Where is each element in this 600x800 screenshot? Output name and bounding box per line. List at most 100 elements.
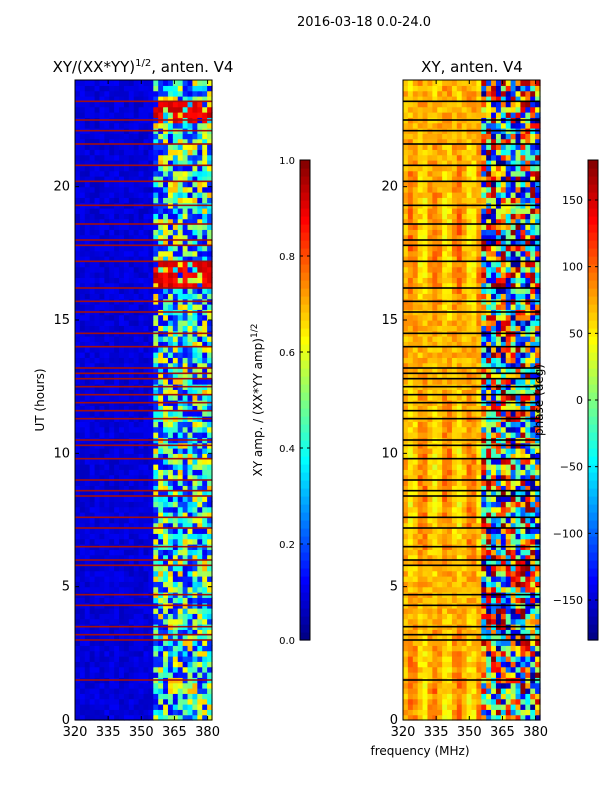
heatmap-cell bbox=[123, 688, 130, 694]
heatmap-cell bbox=[167, 320, 174, 326]
heatmap-cell bbox=[119, 213, 125, 220]
heatmap-cell bbox=[79, 224, 86, 230]
heatmap-cell bbox=[427, 522, 433, 529]
heatmap-cell bbox=[427, 448, 433, 454]
heatmap-cell bbox=[148, 565, 154, 572]
heatmap-cell bbox=[461, 538, 468, 545]
heatmap-cell bbox=[505, 608, 512, 614]
heatmap-cell bbox=[148, 448, 154, 454]
heatmap-cell bbox=[447, 565, 453, 572]
heatmap-cell bbox=[187, 528, 194, 534]
heatmap-cell bbox=[505, 618, 512, 625]
heatmap-cell bbox=[187, 645, 194, 652]
heatmap-cell bbox=[437, 570, 443, 577]
heatmap-cell bbox=[202, 106, 208, 113]
heatmap-cell bbox=[505, 672, 512, 678]
heatmap-cell bbox=[505, 656, 512, 662]
heatmap-cell bbox=[143, 485, 149, 492]
heatmap-cell bbox=[114, 469, 120, 476]
heatmap-cell bbox=[412, 528, 419, 534]
heatmap-cell bbox=[94, 597, 101, 604]
heatmap-cell bbox=[495, 533, 502, 540]
heatmap-cell bbox=[515, 522, 522, 529]
heatmap-cell bbox=[163, 208, 169, 214]
heatmap-cell bbox=[123, 469, 130, 476]
heatmap-cell bbox=[172, 570, 179, 577]
heatmap-cell bbox=[104, 186, 110, 193]
heatmap-cell bbox=[491, 698, 497, 705]
heatmap-cell bbox=[481, 533, 487, 540]
heatmap-cell bbox=[109, 234, 115, 241]
heatmap-cell bbox=[403, 517, 409, 524]
heatmap-cell bbox=[153, 656, 159, 662]
heatmap-cell bbox=[187, 421, 194, 428]
heatmap-cell bbox=[109, 576, 115, 582]
heatmap-cell bbox=[172, 288, 179, 294]
heatmap-cell bbox=[167, 186, 174, 193]
heatmap-cell bbox=[451, 645, 458, 652]
heatmap-cell bbox=[153, 672, 159, 678]
heatmap-cell bbox=[109, 341, 115, 348]
heatmap-cell bbox=[99, 245, 105, 252]
heatmap-cell bbox=[417, 714, 424, 721]
heatmap-cell bbox=[525, 549, 531, 556]
heatmap-cell bbox=[158, 608, 164, 614]
heatmap-cell bbox=[510, 528, 517, 534]
heatmap-cell bbox=[447, 490, 453, 497]
heatmap-cell bbox=[153, 522, 159, 529]
heatmap-cell bbox=[172, 421, 179, 428]
heatmap-cell bbox=[432, 650, 438, 657]
heatmap-cell bbox=[412, 464, 419, 470]
heatmap-cell bbox=[515, 464, 522, 470]
heatmap-cell bbox=[500, 629, 507, 636]
heatmap-cell bbox=[412, 554, 419, 561]
heatmap-cell bbox=[99, 480, 105, 486]
heatmap-cell bbox=[172, 693, 179, 700]
heatmap-cell bbox=[407, 469, 414, 476]
heatmap-cell bbox=[177, 496, 184, 502]
heatmap-cell bbox=[451, 496, 458, 502]
heatmap-cell bbox=[451, 448, 458, 454]
y-axis-label: UT (hours) bbox=[33, 368, 47, 431]
heatmap-cell bbox=[177, 506, 184, 513]
heatmap-cell bbox=[84, 250, 91, 257]
heatmap-cell bbox=[182, 666, 189, 673]
heatmap-cell bbox=[143, 213, 149, 220]
heatmap-cell bbox=[520, 453, 526, 460]
heatmap-cell bbox=[123, 373, 130, 380]
heatmap-cell bbox=[207, 597, 213, 604]
heatmap-cell bbox=[104, 474, 110, 481]
heatmap-cell bbox=[207, 266, 213, 273]
heatmap-cell bbox=[79, 581, 86, 588]
heatmap-cell bbox=[138, 469, 145, 476]
heatmap-cell bbox=[456, 506, 463, 513]
heatmap-cell bbox=[197, 352, 203, 358]
heatmap-cell bbox=[202, 640, 208, 646]
heatmap-cell bbox=[133, 368, 140, 374]
heatmap-cell bbox=[148, 250, 154, 257]
heatmap-cell bbox=[207, 304, 213, 310]
heatmap-cell bbox=[109, 240, 115, 246]
heatmap-cell bbox=[167, 421, 174, 428]
heatmap-cell bbox=[153, 352, 159, 358]
heatmap-cell bbox=[427, 672, 433, 678]
heatmap-cell bbox=[109, 650, 115, 657]
heatmap-cell bbox=[192, 288, 198, 294]
heatmap-cell bbox=[79, 629, 86, 636]
heatmap-cell bbox=[128, 533, 135, 540]
heatmap-cell bbox=[89, 501, 96, 508]
heatmap-cell bbox=[94, 96, 101, 102]
heatmap-cell bbox=[491, 576, 497, 582]
heatmap-cell bbox=[163, 538, 169, 545]
heatmap-cell bbox=[177, 528, 184, 534]
heatmap-cell bbox=[447, 634, 453, 641]
heatmap-cell bbox=[520, 714, 526, 721]
heatmap-cell bbox=[114, 101, 120, 108]
heatmap-cell bbox=[84, 272, 91, 278]
heatmap-cell bbox=[412, 512, 419, 518]
heatmap-cell bbox=[158, 186, 164, 193]
heatmap-cell bbox=[471, 645, 477, 652]
heatmap-cell bbox=[456, 554, 463, 561]
heatmap-cell bbox=[407, 496, 414, 502]
heatmap-cell bbox=[535, 480, 541, 486]
